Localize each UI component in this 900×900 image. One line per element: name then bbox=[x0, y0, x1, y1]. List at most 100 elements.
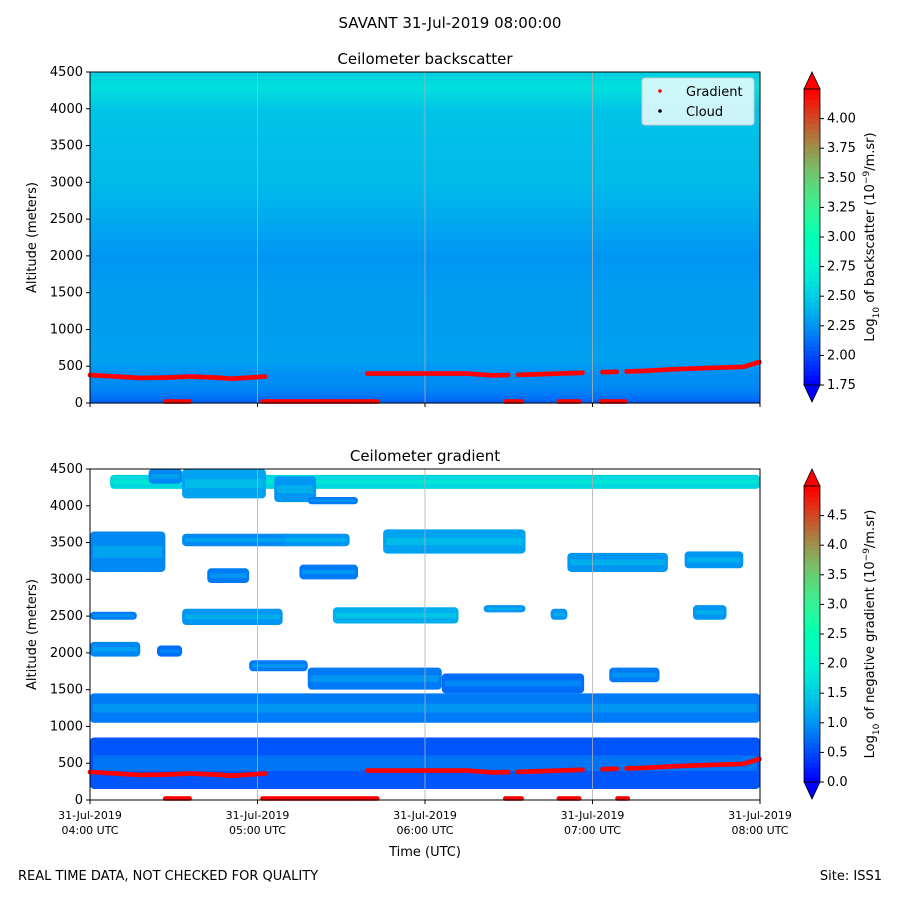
colorbar-extend-min bbox=[803, 384, 821, 403]
colorbar-segment bbox=[804, 490, 820, 497]
colorbar: 0.0 0.5 1.0 1.5 2.0 2.5 3.0 3.5 4.0 4.5 Log10 of n… bbox=[803, 468, 882, 800]
colorbar-segment bbox=[804, 241, 820, 248]
chart-panel-1: Ceilometer backscatter 0 500 1000 1500 2000 25… bbox=[25, 50, 882, 411]
colorbar-segment bbox=[804, 93, 820, 100]
legend-gradient-label: Gradient bbox=[686, 85, 743, 100]
colorbar-segment bbox=[804, 737, 820, 744]
y-tick-label: 4000 bbox=[50, 499, 83, 514]
colorbar-segment bbox=[804, 103, 820, 110]
chart-title: Ceilometer backscatter bbox=[337, 50, 513, 68]
colorbar-segment bbox=[804, 311, 820, 317]
gradient-layer-core bbox=[160, 649, 180, 653]
gradient-layer-core bbox=[553, 612, 565, 616]
gradient-layer-core bbox=[113, 479, 758, 484]
gradient-layer-core bbox=[696, 610, 724, 615]
colorbar-segment bbox=[804, 683, 820, 689]
colorbar-segment bbox=[804, 113, 820, 120]
colorbar-segment bbox=[804, 717, 820, 724]
y-tick-label: 2500 bbox=[50, 609, 83, 624]
colorbar-segment bbox=[804, 560, 820, 566]
colorbar-segment bbox=[804, 584, 820, 591]
colorbar-segment bbox=[804, 727, 820, 734]
colorbar-segment bbox=[804, 360, 820, 366]
colorbar-segment bbox=[804, 579, 820, 586]
gradient-layer-core bbox=[93, 614, 134, 617]
y-tick-label: 2000 bbox=[50, 249, 83, 264]
colorbar-segment bbox=[804, 350, 820, 356]
colorbar-segment bbox=[804, 251, 820, 258]
x-tick-label-date: 31-Jul-2019 bbox=[58, 809, 122, 822]
colorbar-segment bbox=[804, 604, 820, 610]
gradient-layer-core bbox=[93, 647, 138, 652]
colorbar-segment bbox=[804, 757, 820, 763]
y-tick-label: 2500 bbox=[50, 212, 83, 227]
gradient-layer-core bbox=[486, 607, 523, 610]
colorbar-segment bbox=[804, 182, 820, 189]
colorbar-segment bbox=[804, 589, 820, 596]
colorbar-segment bbox=[804, 634, 820, 640]
colorbar-segment bbox=[804, 658, 820, 665]
colorbar-segment bbox=[804, 520, 820, 527]
colorbar-tick-label: 3.25 bbox=[827, 200, 856, 215]
y-tick-label: 3000 bbox=[50, 572, 83, 587]
colorbar-segment bbox=[804, 217, 820, 223]
y-tick-label: 0 bbox=[75, 396, 83, 411]
y-tick-label: 2000 bbox=[50, 646, 83, 661]
gradient-markers bbox=[87, 756, 762, 779]
colorbar-segment bbox=[804, 698, 820, 704]
colorbar-segment bbox=[804, 722, 820, 729]
site-label: Site: ISS1 bbox=[819, 869, 882, 884]
legend-cloud-marker bbox=[658, 109, 662, 113]
colorbar-segment bbox=[804, 325, 820, 332]
quality-disclaimer: REAL TIME DATA, NOT CHECKED FOR QUALITY bbox=[18, 869, 319, 884]
figure-title: SAVANT 31-Jul-2019 08:00:00 bbox=[338, 14, 562, 32]
colorbar-segment bbox=[804, 163, 820, 169]
colorbar-tick-label: 2.75 bbox=[827, 260, 856, 275]
y-tick-label: 4500 bbox=[50, 65, 83, 80]
y-tick-label: 1000 bbox=[50, 322, 83, 337]
y-tick-label: 4000 bbox=[50, 102, 83, 117]
colorbar-segment bbox=[804, 261, 820, 268]
x-tick-label-date: 31-Jul-2019 bbox=[393, 809, 457, 822]
colorbar-segment bbox=[804, 708, 820, 714]
colorbar-tick-label: 3.50 bbox=[827, 171, 856, 186]
colorbar-segment bbox=[804, 345, 820, 352]
y-axis-label: Altitude (meters) bbox=[25, 182, 40, 293]
colorbar-segment bbox=[804, 202, 820, 208]
y-tick-label: 4500 bbox=[50, 462, 83, 477]
colorbar-segment bbox=[804, 629, 820, 635]
colorbar-segment bbox=[804, 375, 820, 381]
colorbar-segment bbox=[804, 123, 820, 130]
colorbar-segment bbox=[804, 98, 820, 105]
colorbar-tick-label: 3.5 bbox=[827, 568, 848, 583]
colorbar-segment bbox=[804, 212, 820, 218]
x-tick-label-date: 31-Jul-2019 bbox=[561, 809, 625, 822]
legend: Gradient Cloud bbox=[641, 77, 755, 126]
gradient-layer-core bbox=[210, 573, 247, 578]
colorbar-segment bbox=[804, 653, 820, 660]
colorbar-segment bbox=[804, 569, 820, 576]
colorbar-segment bbox=[804, 486, 820, 492]
x-tick-label-time: 07:00 UTC bbox=[564, 824, 621, 837]
colorbar-segment bbox=[804, 767, 820, 773]
colorbar-tick-label: 2.5 bbox=[827, 627, 848, 642]
colorbar-segment bbox=[804, 742, 820, 749]
y-axis-label: Altitude (meters) bbox=[25, 579, 40, 690]
colorbar-segment bbox=[804, 158, 820, 164]
colorbar-segment bbox=[804, 192, 820, 199]
colorbar-segment bbox=[804, 291, 820, 297]
gradient-point bbox=[262, 374, 268, 379]
colorbar-segment bbox=[804, 330, 820, 337]
y-tick-label: 0 bbox=[75, 793, 83, 808]
gradient-layer-core bbox=[310, 675, 439, 682]
colorbar-segment bbox=[804, 712, 820, 719]
colorbar-segment bbox=[804, 108, 820, 115]
gradient-layer-core bbox=[185, 614, 280, 620]
y-tick-label: 500 bbox=[58, 359, 83, 374]
gradient-layer-core bbox=[335, 612, 456, 618]
colorbar-segment bbox=[804, 153, 820, 159]
colorbar-segment bbox=[804, 118, 820, 125]
gradient-layer-core bbox=[185, 479, 263, 489]
colorbar-segment bbox=[804, 286, 820, 292]
colorbar-segment bbox=[804, 525, 820, 531]
